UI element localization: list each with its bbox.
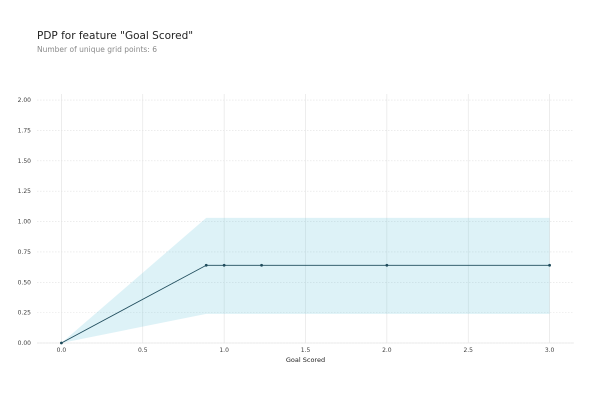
- confidence-band-0: [61, 217, 550, 343]
- x-tick-label-1: 0.5: [138, 347, 148, 354]
- y-tick-label-1: 0.25: [18, 310, 32, 317]
- x-tick-label-3: 1.5: [301, 347, 311, 354]
- x-tick-label-2: 1.0: [219, 347, 229, 354]
- y-tick-label-5: 1.25: [18, 188, 32, 195]
- chart-title: PDP for feature "Goal Scored": [37, 30, 194, 42]
- pdp-marker-layer: [60, 263, 551, 345]
- pdp-point-3: [260, 263, 263, 267]
- y-tick-label-7: 1.75: [18, 127, 32, 134]
- x-tick-label-5: 2.5: [463, 347, 473, 354]
- y-tick-label-6: 1.50: [18, 158, 32, 165]
- pdp-point-4: [385, 263, 389, 267]
- pdp-point-0: [60, 341, 63, 345]
- pdp-line-layer: [61, 264, 550, 344]
- grid-layer: [37, 94, 574, 344]
- y-tick-label-4: 1.00: [18, 219, 32, 226]
- y-tick-labels: 0.00 0.25 0.50 0.75 1.00 1.25 1.50 1.75 2.00: [18, 97, 32, 347]
- x-tick-label-4: 2.0: [382, 347, 392, 354]
- x-tick-labels: 0.0 0.5 1.0 1.5 2.0 2.5 3.0: [57, 347, 555, 354]
- pdp-point-2: [222, 263, 226, 267]
- x-axis-label: Goal Scored: [286, 356, 325, 364]
- y-tick-label-0: 0.00: [18, 340, 32, 347]
- y-tick-label-8: 2.00: [18, 97, 32, 104]
- confidence-band-layer: [61, 217, 550, 343]
- chart-subtitle: Number of unique grid points: 6: [37, 45, 158, 54]
- y-tick-label-2: 0.50: [18, 279, 32, 286]
- pdp-point-5: [548, 263, 551, 267]
- pdp-point-1: [204, 263, 208, 267]
- x-tick-label-0: 0.0: [57, 347, 67, 354]
- y-tick-label-3: 0.75: [18, 249, 32, 256]
- pdp-line-0: [61, 264, 550, 344]
- x-tick-label-6: 3.0: [545, 347, 555, 354]
